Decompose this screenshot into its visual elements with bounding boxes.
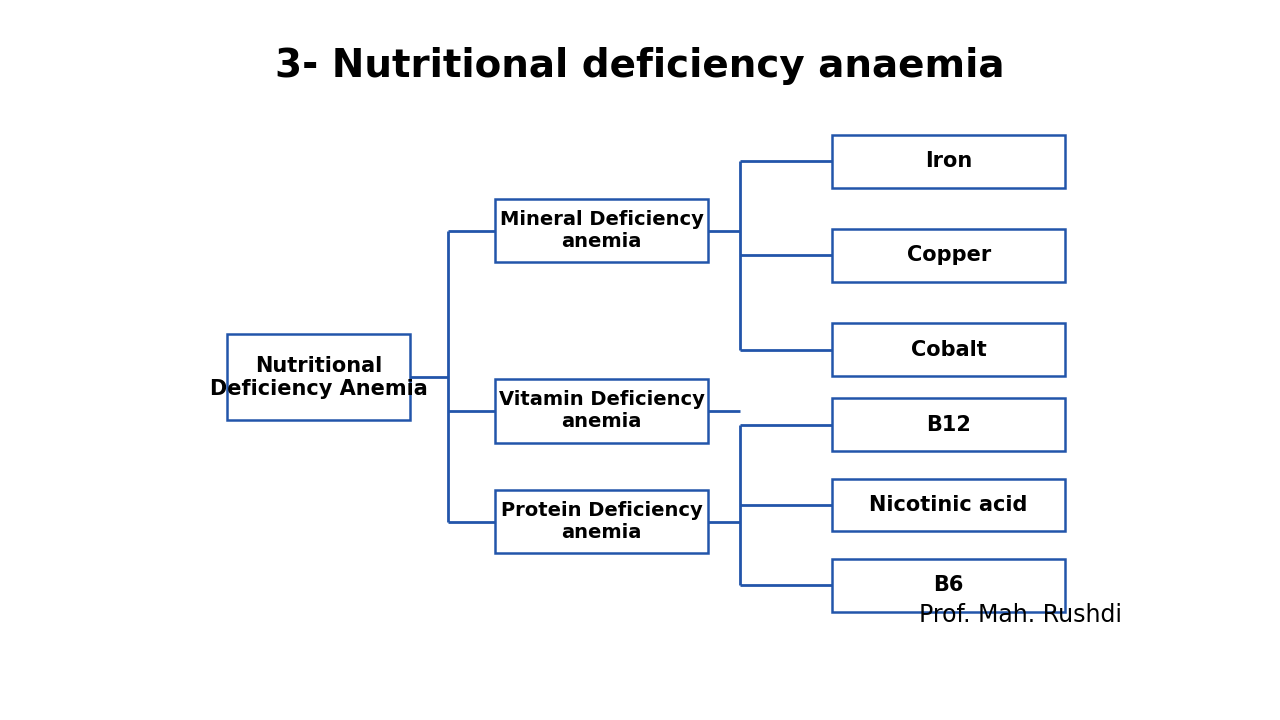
FancyBboxPatch shape [832, 135, 1065, 188]
Text: Protein Deficiency
anemia: Protein Deficiency anemia [500, 501, 703, 542]
Text: Cobalt: Cobalt [911, 340, 987, 360]
Text: Prof. Mah. Rushdi: Prof. Mah. Rushdi [919, 603, 1123, 627]
FancyBboxPatch shape [495, 379, 708, 443]
Text: Copper: Copper [906, 246, 991, 266]
FancyBboxPatch shape [832, 323, 1065, 376]
Text: B6: B6 [933, 575, 964, 595]
Text: Vitamin Deficiency
anemia: Vitamin Deficiency anemia [498, 390, 704, 431]
FancyBboxPatch shape [495, 199, 708, 262]
FancyBboxPatch shape [832, 559, 1065, 612]
Text: Mineral Deficiency
anemia: Mineral Deficiency anemia [499, 210, 704, 251]
Text: SI: SI [17, 648, 79, 705]
FancyBboxPatch shape [832, 398, 1065, 451]
Text: B12: B12 [927, 415, 972, 435]
FancyBboxPatch shape [832, 229, 1065, 282]
Text: Nutritional
Deficiency Anemia: Nutritional Deficiency Anemia [210, 356, 428, 399]
Text: 3- Nutritional deficiency anaemia: 3- Nutritional deficiency anaemia [275, 47, 1005, 85]
FancyBboxPatch shape [495, 490, 708, 554]
Text: Nicotinic acid: Nicotinic acid [869, 495, 1028, 515]
Text: Iron: Iron [925, 151, 973, 171]
FancyBboxPatch shape [832, 479, 1065, 531]
FancyBboxPatch shape [227, 335, 411, 420]
